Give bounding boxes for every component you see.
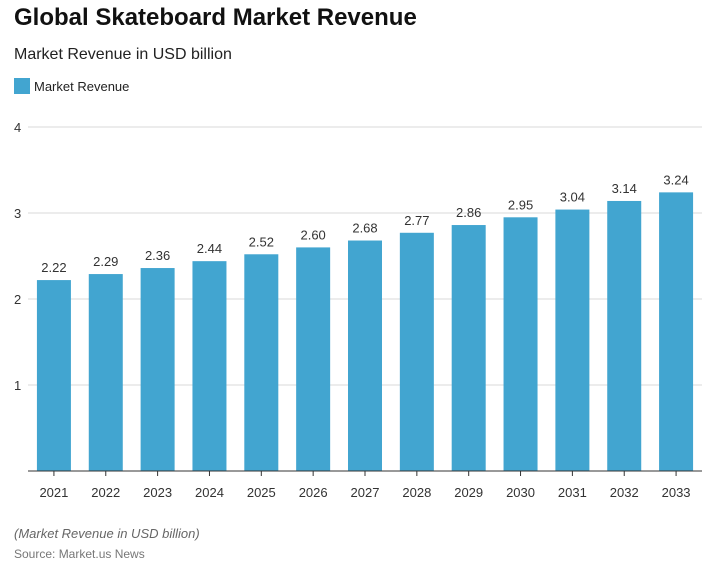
data-label: 3.24 bbox=[663, 172, 688, 187]
bar bbox=[399, 232, 434, 471]
x-tick-label: 2033 bbox=[662, 485, 691, 500]
chart-title: Global Skateboard Market Revenue bbox=[14, 4, 417, 31]
y-tick-label: 1 bbox=[14, 378, 21, 393]
bar bbox=[659, 192, 694, 472]
bar bbox=[296, 247, 331, 471]
x-tick-label: 2021 bbox=[39, 485, 68, 500]
bar bbox=[36, 280, 71, 471]
x-tick-label: 2026 bbox=[299, 485, 328, 500]
bar bbox=[348, 240, 382, 471]
x-tick-label: 2028 bbox=[402, 485, 431, 500]
data-label: 2.22 bbox=[41, 260, 66, 275]
legend: Market Revenue bbox=[14, 78, 129, 94]
bar bbox=[503, 217, 538, 471]
legend-swatch bbox=[14, 78, 30, 94]
y-tick-label: 4 bbox=[14, 120, 21, 135]
y-tick-label: 2 bbox=[14, 292, 21, 307]
x-tick-label: 2032 bbox=[610, 485, 639, 500]
data-label: 2.77 bbox=[404, 213, 429, 228]
data-label: 2.86 bbox=[456, 205, 481, 220]
data-label: 3.04 bbox=[560, 190, 585, 205]
data-label: 2.68 bbox=[352, 221, 377, 236]
bar bbox=[140, 268, 175, 471]
y-tick-label: 3 bbox=[14, 206, 21, 221]
x-tick-label: 2030 bbox=[506, 485, 535, 500]
x-tick-label: 2027 bbox=[351, 485, 380, 500]
bar bbox=[88, 274, 123, 471]
data-label: 2.95 bbox=[508, 197, 533, 212]
bar bbox=[192, 261, 227, 471]
data-label: 2.60 bbox=[300, 227, 325, 242]
x-tick-label: 2023 bbox=[143, 485, 172, 500]
data-label: 2.52 bbox=[249, 234, 274, 249]
data-label: 2.29 bbox=[93, 254, 118, 269]
x-tick-label: 2022 bbox=[91, 485, 120, 500]
x-tick-label: 2029 bbox=[454, 485, 483, 500]
bar bbox=[451, 225, 486, 471]
x-tick-label: 2025 bbox=[247, 485, 276, 500]
x-tick-label: 2024 bbox=[195, 485, 224, 500]
data-label: 2.44 bbox=[197, 241, 222, 256]
bar bbox=[607, 200, 642, 471]
data-label: 3.14 bbox=[612, 181, 637, 196]
legend-label: Market Revenue bbox=[34, 78, 130, 94]
x-tick-label: 2031 bbox=[558, 485, 587, 500]
data-label: 2.36 bbox=[145, 248, 170, 263]
bar bbox=[244, 254, 279, 471]
bar bbox=[555, 209, 590, 471]
source-note: Source: Market.us News bbox=[14, 547, 145, 561]
footnote: (Market Revenue in USD billion) bbox=[14, 526, 200, 541]
chart-subtitle: Market Revenue in USD billion bbox=[14, 46, 232, 63]
